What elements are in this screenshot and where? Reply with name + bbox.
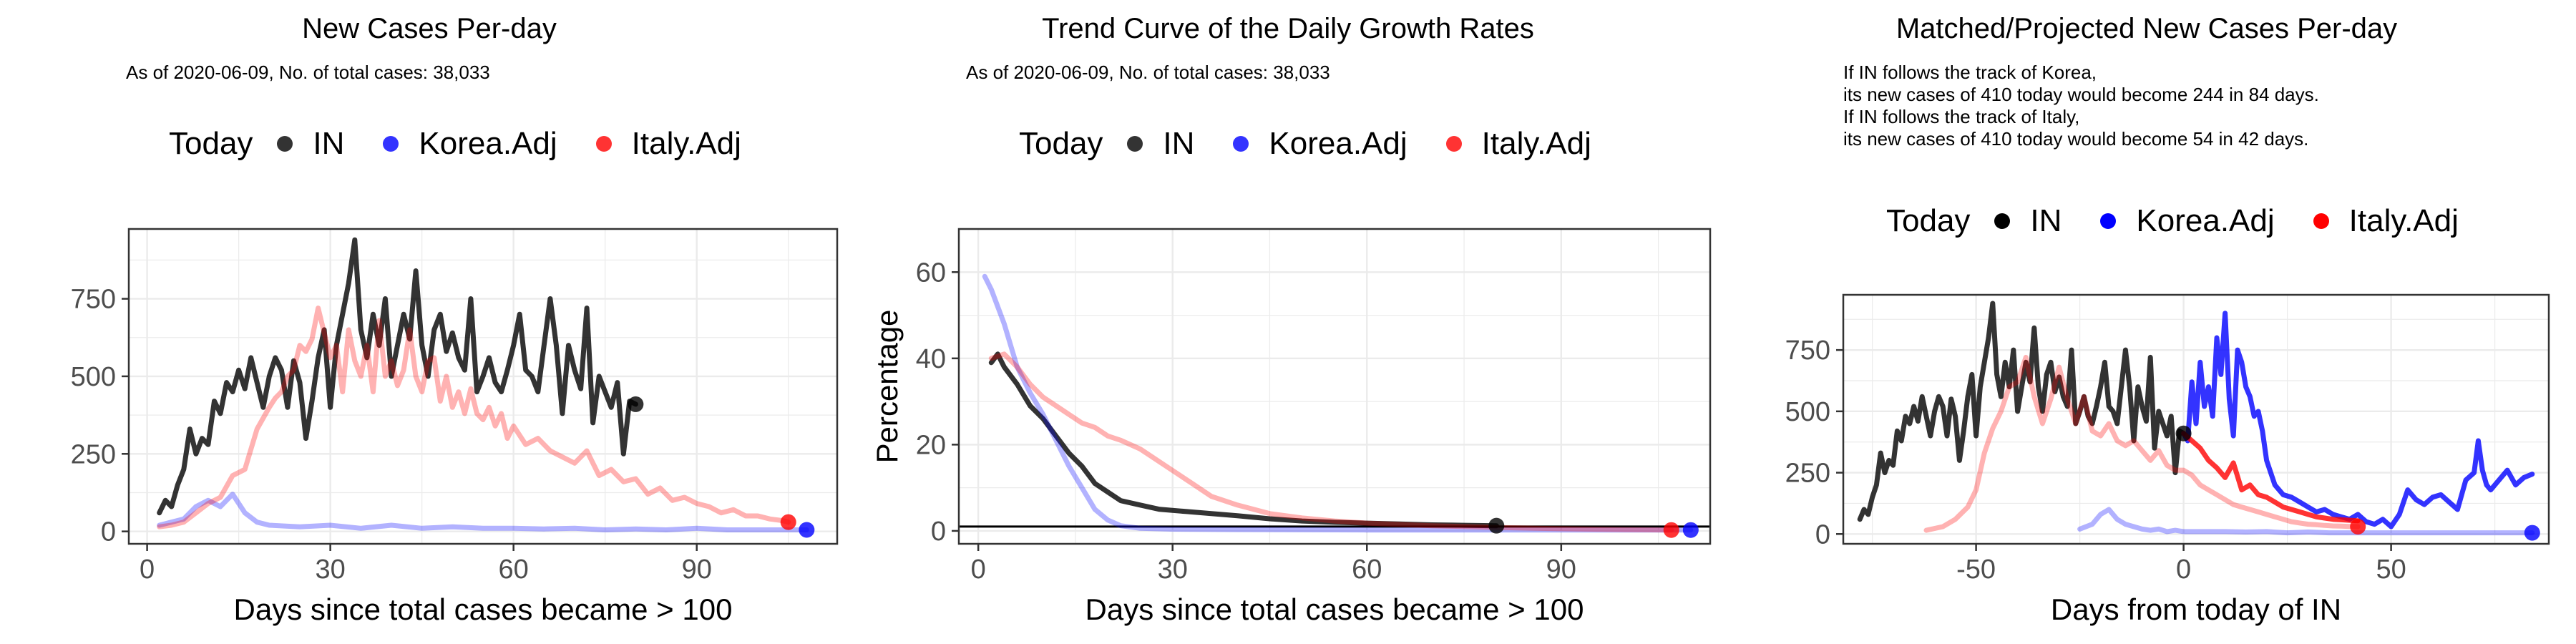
chart-new-cases: 0 30 60 90 0 250 500 750 Days since total cases … [71, 228, 839, 626]
x-axis-label: Days since total cases became > 100 [1085, 592, 1584, 626]
y-tick-label: 500 [1785, 397, 1830, 427]
panel-growth-rates: Trend Curve of the Daily Growth Rates As… [859, 0, 1717, 644]
series-line-korea-adj [157, 492, 809, 532]
series-line-korea-adj-proj [2181, 311, 2535, 530]
today-point-italy-adj [780, 514, 796, 530]
y-tick-label: 500 [71, 362, 116, 392]
x-tick-label: 0 [140, 555, 155, 585]
legend-title: Today [1886, 203, 1971, 238]
legend: Today IN Korea.Adj Italy.Adj [1019, 126, 1630, 162]
legend-dot-in [1994, 213, 2011, 229]
today-point-in [1488, 517, 1505, 534]
x-axis-label: Days from today of IN [2051, 592, 2341, 626]
chart-title: Matched/Projected New Cases Per-day [1896, 13, 2398, 44]
x-tick-label: 0 [2176, 555, 2191, 585]
legend-dot-in [277, 136, 293, 152]
x-tick-label: 30 [1158, 555, 1188, 585]
legend-label-in: IN [1163, 126, 1195, 161]
legend-dot-italy [2313, 213, 2329, 229]
y-tick-label: 750 [71, 285, 116, 315]
chart-title: New Cases Per-day [302, 13, 557, 44]
series-line-korea-adj [982, 273, 1694, 533]
series-line-italy-adj [157, 306, 791, 530]
chart-subtitle: If IN follows the track of Korea, its ne… [1843, 62, 2319, 150]
plot-frame [957, 228, 1712, 545]
chart-subtitle: As of 2020-06-09, No. of total cases: 38… [966, 62, 1330, 83]
y-tick-label: 250 [71, 439, 116, 469]
y-tick-label: 20 [916, 430, 946, 460]
y-axis-label: Percentage [870, 310, 904, 464]
legend-label-italy: Italy.Adj [2348, 203, 2459, 238]
series-line-in [157, 237, 638, 516]
x-tick-label: 50 [2376, 555, 2406, 585]
series-line-korea-adj [2077, 507, 2535, 536]
today-point-in [628, 396, 644, 412]
today-point-italy-adj [2350, 519, 2366, 535]
x-tick-label: 90 [682, 555, 712, 585]
x-tick-label: 90 [1546, 555, 1576, 585]
y-tick-label: 60 [916, 258, 946, 288]
legend: Today IN Korea.Adj Italy.Adj [169, 126, 780, 162]
x-tick-label: 60 [1352, 555, 1382, 585]
today-point-in [2175, 425, 2192, 441]
x-tick-label: 30 [315, 555, 345, 585]
x-tick-label: -50 [1956, 555, 1996, 585]
plot-frame [1842, 293, 2550, 545]
series-line-italy-adj [988, 351, 1674, 533]
series-line-in [1857, 301, 2187, 522]
legend-dot-korea [2100, 213, 2117, 229]
y-tick-label: 0 [1815, 519, 1830, 550]
legend-label-italy: Italy.Adj [1481, 126, 1591, 161]
series-line-italy-adj [1923, 354, 2361, 533]
legend-label-korea: Korea.Adj [419, 126, 557, 161]
legend-label-korea: Korea.Adj [2136, 203, 2275, 238]
legend: Today IN Korea.Adj Italy.Adj [1886, 203, 2497, 239]
grid [959, 228, 1710, 544]
panel-projected: Matched/Projected New Cases Per-day If I… [1717, 0, 2576, 644]
legend-title: Today [1019, 126, 1103, 161]
legend-label-in: IN [2030, 203, 2062, 238]
today-point-italy-adj [1663, 522, 1679, 538]
legend-title: Today [169, 126, 253, 161]
chart-growth-rates: 0 30 60 90 0 20 40 60 Days since total cases bec… [870, 228, 1712, 626]
y-tick-label: 0 [931, 517, 946, 547]
plot-frame [127, 228, 839, 545]
panel-new-cases: New Cases Per-day As of 2020-06-09, No. … [0, 0, 859, 644]
legend-label-in: IN [313, 126, 345, 161]
y-tick-label: 250 [1785, 459, 1830, 489]
series-line-in [988, 351, 1499, 529]
chart-title: Trend Curve of the Daily Growth Rates [1042, 13, 1534, 44]
y-tick-label: 0 [101, 517, 116, 547]
legend-dot-italy [595, 136, 612, 152]
x-axis-label: Days since total cases became > 100 [234, 592, 733, 626]
today-point-korea-adj [1682, 522, 1699, 538]
legend-label-korea: Korea.Adj [1269, 126, 1407, 161]
legend-dot-korea [1233, 136, 1249, 152]
legend-dot-italy [1445, 136, 1462, 152]
today-point-korea-adj [2524, 525, 2540, 541]
legend-dot-korea [383, 136, 399, 152]
legend-dot-in [1127, 136, 1143, 152]
legend-label-italy: Italy.Adj [631, 126, 741, 161]
chart-subtitle: As of 2020-06-09, No. of total cases: 38… [126, 62, 490, 83]
x-tick-label: 0 [971, 555, 986, 585]
y-tick-label: 750 [1785, 336, 1830, 366]
x-tick-label: 60 [499, 555, 529, 585]
today-point-korea-adj [799, 522, 815, 538]
y-tick-label: 40 [916, 344, 946, 374]
series-line-italy-adj-proj [2181, 431, 2361, 524]
